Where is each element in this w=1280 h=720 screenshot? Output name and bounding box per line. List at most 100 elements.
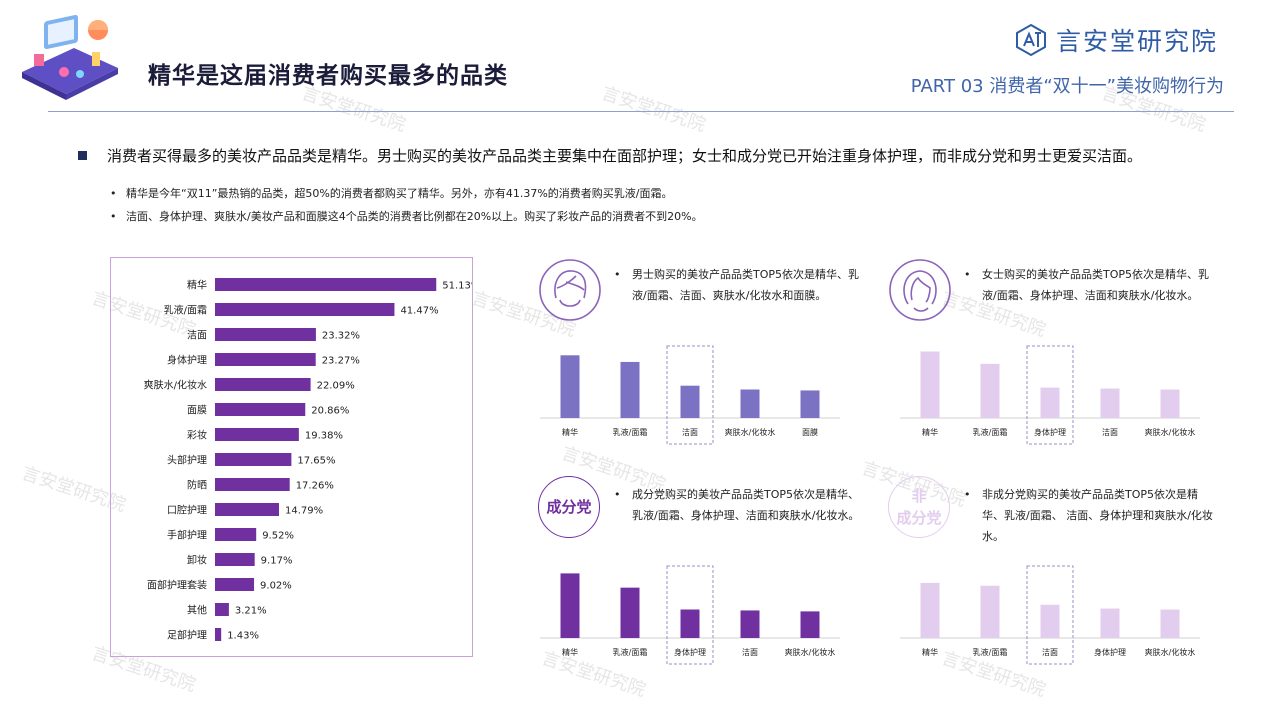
bar bbox=[800, 611, 820, 638]
bar bbox=[800, 390, 820, 418]
category-label: 乳液/面霜 bbox=[613, 427, 648, 437]
category-label: 防晒 bbox=[187, 479, 207, 492]
category-label: 头部护理 bbox=[167, 454, 207, 467]
category-label: 乳液/面霜 bbox=[613, 647, 648, 657]
bar bbox=[740, 389, 760, 418]
bar bbox=[215, 578, 255, 591]
category-label: 洁面 bbox=[742, 647, 758, 657]
bar bbox=[215, 553, 255, 566]
category-label: 爽肤水/化妆水 bbox=[1145, 427, 1196, 437]
bar bbox=[980, 363, 1000, 418]
female-description: • 女士购买的美妆产品品类TOP5依次是精华、乳液/面霜、身体护理、洁面和爽肤水/… bbox=[964, 268, 1210, 302]
bar bbox=[1100, 608, 1120, 638]
bar bbox=[215, 378, 311, 391]
value-label: 9.52% bbox=[262, 531, 294, 542]
bar bbox=[215, 503, 280, 516]
bar bbox=[1160, 389, 1180, 418]
category-label: 爽肤水/化妆水 bbox=[1145, 647, 1196, 657]
bar bbox=[1100, 388, 1120, 418]
category-label: 精华 bbox=[922, 647, 938, 657]
bar bbox=[215, 403, 306, 416]
note-item: • 精华是今年“双11”最热销的品类，超50%的消费者都购买了精华。另外，亦有41… bbox=[110, 187, 673, 200]
bar bbox=[215, 353, 316, 366]
non-ingredient-description: • 非成分党购买的美妆产品品类TOP5依次是精华、乳液/面霜、 洁面、身体护理和爽… bbox=[964, 488, 1213, 543]
value-label: 14.79% bbox=[285, 506, 323, 517]
category-label: 洁面 bbox=[1102, 427, 1118, 437]
male-top5-bar-chart: 精华 乳液/面霜 洁面 爽肤水/化妆水 面膜 bbox=[540, 345, 840, 445]
category-label: 口腔护理 bbox=[167, 504, 207, 517]
non-ingredient-badge: 非成分党 bbox=[888, 476, 950, 538]
category-label: 爽肤水/化妆水 bbox=[725, 427, 776, 437]
note-text: 精华是今年“双11”最热销的品类，超50%的消费者都购买了精华。另外，亦有41.… bbox=[126, 187, 673, 200]
value-label: 22.09% bbox=[317, 381, 355, 392]
ingredient-badge: 成分党 bbox=[538, 476, 600, 538]
category-label: 洁面 bbox=[187, 329, 207, 342]
brand-name: 言安堂研究院 bbox=[1056, 27, 1219, 56]
category-label: 精华 bbox=[562, 427, 578, 437]
bar bbox=[680, 385, 700, 418]
value-label: 19.38% bbox=[305, 431, 343, 442]
category-label: 乳液/面霜 bbox=[164, 304, 207, 317]
category-label: 身体护理 bbox=[674, 647, 706, 657]
bar bbox=[680, 609, 700, 638]
category-label: 身体护理 bbox=[1034, 427, 1066, 437]
ingredient-description: • 成分党购买的美妆产品品类TOP5依次是精华、乳液/面霜、身体护理、洁面和爽肤水… bbox=[614, 488, 860, 522]
bar bbox=[740, 610, 760, 638]
highlight-frame bbox=[666, 345, 714, 445]
bar bbox=[560, 573, 580, 638]
watermark: 言安堂研究院 bbox=[598, 82, 709, 137]
male-description: • 男士购买的美妆产品品类TOP5依次是精华、乳液/面霜、洁面、爽肤水/化妆水和面… bbox=[614, 268, 860, 302]
value-label: 17.26% bbox=[296, 481, 334, 492]
bar bbox=[215, 478, 290, 491]
bar bbox=[215, 328, 316, 341]
summary: 消费者买得最多的美妆产品品类是精华。男士购买的美妆产品品类主要集中在面部护理；女… bbox=[78, 145, 1142, 166]
highlight-frame bbox=[666, 565, 714, 665]
bar bbox=[1040, 387, 1060, 418]
note-text: 洁面、身体护理、爽肤水/美妆产品和面膜这4个品类的消费者比例都在20%以上。购买… bbox=[126, 210, 703, 223]
overall-category-bar-chart: 精华 51.13% 乳液/面霜 41.47% 洁面 23.32% 身体护理 23.27% 爽肤水… bbox=[144, 278, 472, 642]
category-label: 其他 bbox=[187, 604, 207, 617]
bar bbox=[215, 453, 292, 466]
value-label: 9.17% bbox=[261, 556, 293, 567]
bar bbox=[920, 351, 940, 418]
bar bbox=[920, 582, 940, 638]
ingredient-top5-bar-chart: 精华 乳液/面霜 身体护理 洁面 爽肤水/化妆水 bbox=[540, 565, 840, 665]
category-label: 精华 bbox=[562, 647, 578, 657]
shopping-illustration-icon bbox=[14, 14, 126, 104]
category-label: 身体护理 bbox=[1094, 647, 1126, 657]
non-ingredient-top5-bar-chart: 精华 乳液/面霜 洁面 身体护理 爽肤水/化妆水 bbox=[900, 565, 1200, 665]
male-icon-circle bbox=[538, 258, 602, 322]
value-label: 23.32% bbox=[322, 331, 360, 342]
bar bbox=[1040, 604, 1060, 638]
female-icon-circle bbox=[888, 258, 952, 322]
bar bbox=[215, 278, 437, 291]
value-label: 17.65% bbox=[297, 456, 335, 467]
value-label: 9.02% bbox=[260, 581, 292, 592]
square-bullet-icon bbox=[78, 151, 87, 160]
bar bbox=[980, 585, 1000, 638]
category-label: 精华 bbox=[922, 427, 938, 437]
bar bbox=[215, 603, 229, 616]
male-hair-icon bbox=[539, 259, 601, 321]
bar bbox=[620, 587, 640, 638]
brand-logo-icon bbox=[1016, 23, 1046, 57]
header-divider bbox=[48, 111, 1234, 112]
category-label: 身体护理 bbox=[167, 354, 207, 367]
category-label: 手部护理 bbox=[167, 529, 207, 542]
highlight-frame bbox=[1026, 345, 1074, 445]
summary-text: 消费者买得最多的美妆产品品类是精华。男士购买的美妆产品品类主要集中在面部护理；女… bbox=[107, 147, 1143, 165]
value-label: 1.43% bbox=[227, 631, 259, 642]
bar bbox=[620, 361, 640, 418]
category-label: 乳液/面霜 bbox=[973, 647, 1008, 657]
page-title: 精华是这届消费者购买最多的品类 bbox=[148, 63, 508, 89]
value-label: 51.13% bbox=[442, 281, 472, 292]
category-label: 足部护理 bbox=[167, 629, 207, 642]
bar bbox=[560, 355, 580, 418]
value-label: 41.47% bbox=[400, 306, 438, 317]
note-item: • 洁面、身体护理、爽肤水/美妆产品和面膜这4个品类的消费者比例都在20%以上。购… bbox=[110, 210, 703, 223]
category-label: 精华 bbox=[187, 279, 207, 292]
category-label: 洁面 bbox=[682, 427, 698, 437]
female-hair-icon bbox=[889, 259, 951, 321]
section-label: PART 03 消费者“双十一”美妆购物行为 bbox=[910, 76, 1224, 97]
bar bbox=[215, 628, 222, 641]
